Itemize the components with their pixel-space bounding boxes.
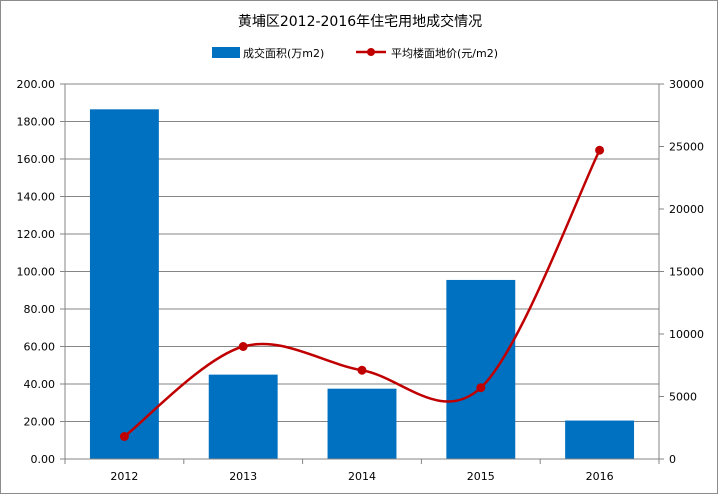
left-tick-label: 160.00 (17, 153, 56, 166)
price-point (238, 342, 248, 351)
price-point (476, 383, 486, 393)
tick-labels: 0.00 20.00 40.00 60.00 80.00 100.00 120.00 140.… (17, 78, 705, 483)
right-tick-label: 30000 (669, 78, 704, 91)
right-tick-label: 10000 (669, 328, 704, 341)
price-point (119, 432, 129, 441)
left-tick-label: 200.00 (17, 78, 56, 91)
line-series (119, 145, 605, 441)
x-tick-label: 2012 (110, 470, 138, 483)
legend-label-bar: 成交面积(万m2) (243, 46, 324, 60)
bar (565, 420, 635, 459)
x-tick-label: 2015 (467, 470, 495, 483)
x-tick-label: 2013 (229, 470, 257, 483)
left-tick-label: 0.00 (31, 453, 56, 466)
left-tick-label: 140.00 (17, 191, 56, 204)
right-tick-label: 0 (669, 453, 676, 466)
axes (60, 83, 664, 464)
legend: 成交面积(万m2) 平均楼面地价(元/m2) (212, 46, 498, 60)
bar (446, 279, 516, 459)
left-tick-label: 80.00 (24, 303, 56, 316)
right-tick-label: 20000 (669, 203, 704, 216)
x-tick-label: 2016 (586, 470, 614, 483)
price-point (357, 365, 367, 375)
left-tick-label: 40.00 (24, 378, 56, 391)
price-line (123, 149, 601, 438)
left-tick-label: 100.00 (17, 266, 56, 279)
chart-title: 黄埔区2012-2016年住宅用地成交情况 (238, 13, 482, 30)
bar (327, 388, 397, 459)
bar (208, 374, 278, 459)
legend-label-line: 平均楼面地价(元/m2) (391, 46, 498, 60)
left-tick-label: 60.00 (24, 341, 56, 354)
price-point (595, 145, 605, 155)
left-tick-label: 20.00 (24, 416, 56, 429)
legend-swatch-bar (212, 47, 240, 58)
legend-swatch-marker (367, 48, 375, 56)
x-tick-label: 2014 (348, 470, 376, 483)
bar (89, 109, 159, 459)
right-tick-label: 25000 (669, 141, 704, 154)
left-tick-label: 120.00 (17, 228, 56, 241)
bar-series (89, 109, 635, 459)
gridlines (65, 83, 659, 422)
right-tick-label: 15000 (669, 266, 704, 279)
left-tick-label: 180.00 (17, 116, 56, 129)
right-tick-label: 5000 (669, 391, 697, 404)
